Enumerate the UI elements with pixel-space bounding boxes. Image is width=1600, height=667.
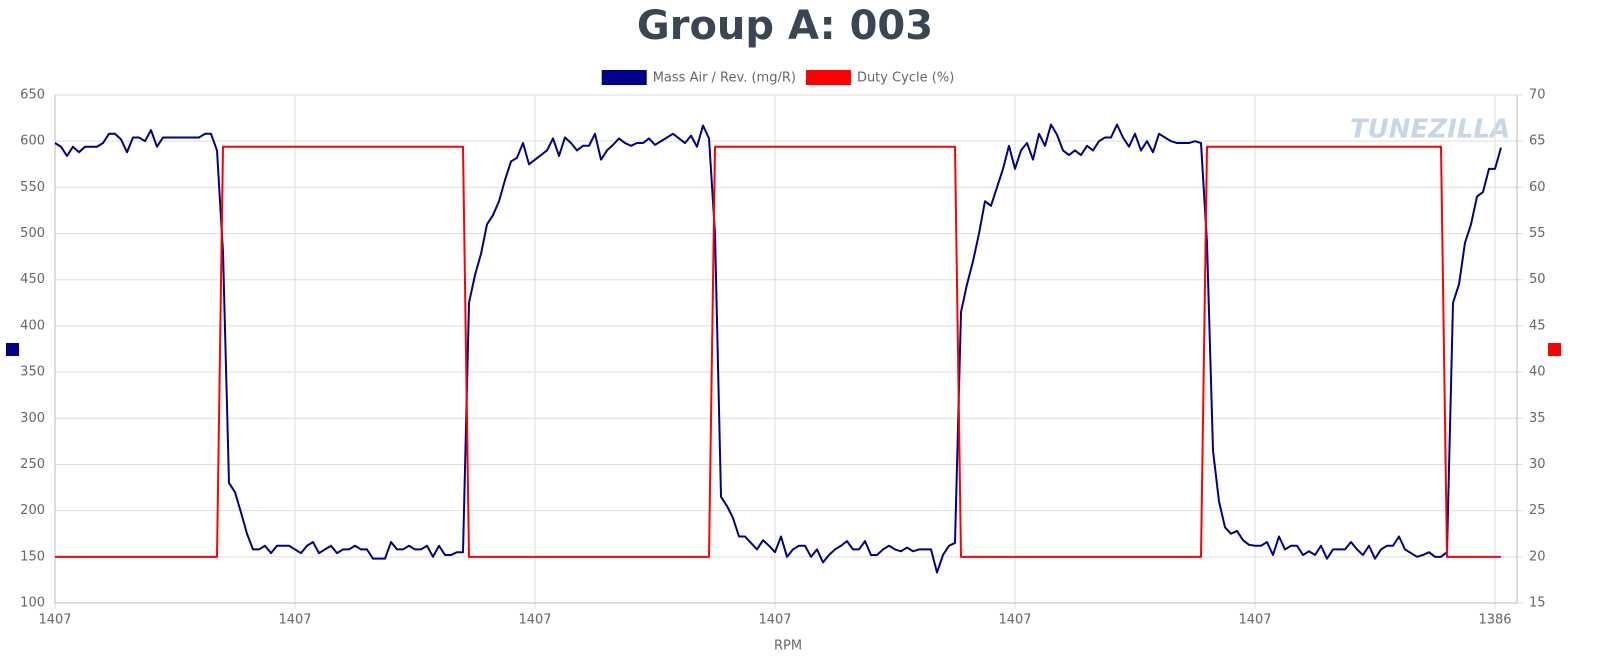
y-tick-label: 200 xyxy=(20,503,45,518)
y-tick-label: 400 xyxy=(20,318,45,333)
series-line xyxy=(54,123,1502,574)
y2-tick-label: 15 xyxy=(1529,596,1546,611)
y-tick-label: 450 xyxy=(20,272,45,287)
y-tick-label: 500 xyxy=(20,226,45,241)
y2-tick-label: 25 xyxy=(1529,503,1546,518)
y-tick-label: 650 xyxy=(20,88,45,103)
chart-title: Group A: 003 xyxy=(637,3,933,49)
x-tick-label: 1407 xyxy=(518,613,551,628)
y-tick-label: 150 xyxy=(20,549,45,564)
x-tick-label: 1386 xyxy=(1478,613,1511,628)
y2-tick-label: 40 xyxy=(1529,365,1546,380)
y2-tick-label: 50 xyxy=(1529,272,1546,287)
y-tick-label: 600 xyxy=(20,134,45,149)
x-tick-label: 1407 xyxy=(1238,613,1271,628)
right-axis-marker xyxy=(1548,343,1561,356)
legend-label: Duty Cycle (%) xyxy=(857,71,954,86)
watermark: TUNEZILLA xyxy=(1350,115,1510,145)
x-tick-label: 1407 xyxy=(38,613,71,628)
left-axis-marker xyxy=(6,343,19,356)
y2-tick-label: 60 xyxy=(1529,180,1546,195)
y2-tick-label: 20 xyxy=(1529,549,1546,564)
x-axis-title: RPM xyxy=(774,639,802,654)
y-tick-label: 350 xyxy=(20,365,45,380)
y2-tick-label: 65 xyxy=(1529,134,1546,149)
y2-tick-label: 35 xyxy=(1529,411,1546,426)
y2-tick-label: 45 xyxy=(1529,318,1546,333)
x-tick-label: 1407 xyxy=(278,613,311,628)
x-tick-label: 1407 xyxy=(998,613,1031,628)
y-tick-label: 100 xyxy=(20,596,45,611)
legend-swatch xyxy=(805,70,851,85)
y-tick-label: 250 xyxy=(20,457,45,472)
y-tick-label: 300 xyxy=(20,411,45,426)
y2-tick-label: 55 xyxy=(1529,226,1546,241)
y-tick-label: 550 xyxy=(20,180,45,195)
y2-tick-label: 70 xyxy=(1529,88,1546,103)
series-line xyxy=(55,145,1501,558)
y2-tick-label: 30 xyxy=(1529,457,1546,472)
legend-label: Mass Air / Rev. (mg/R) xyxy=(653,71,796,86)
legend-swatch xyxy=(601,70,647,85)
x-tick-label: 1407 xyxy=(758,613,791,628)
